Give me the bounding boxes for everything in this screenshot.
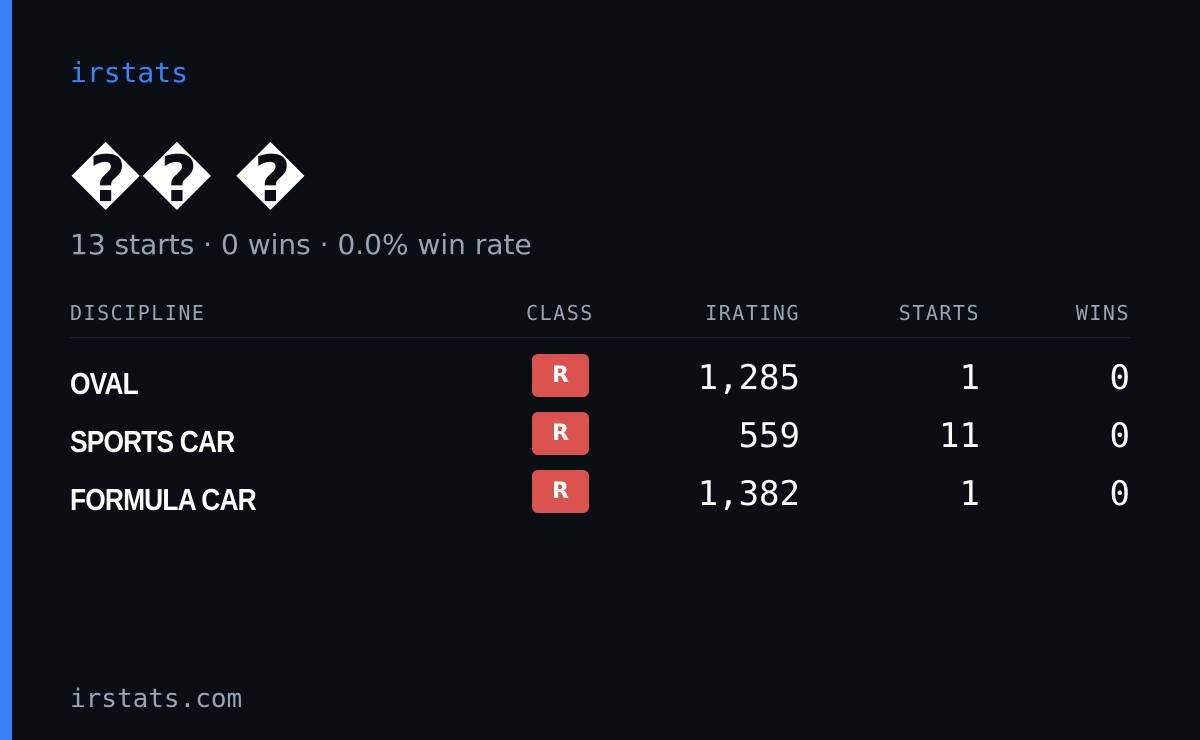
stat-value: 0 <box>1109 416 1130 456</box>
header-rule <box>70 337 1130 338</box>
discipline: OVAL <box>70 366 139 401</box>
stat-value: 559 <box>738 416 800 456</box>
footer-site: irstats.com <box>70 684 243 714</box>
driver-name: �� � <box>70 143 307 217</box>
class-badge: R <box>532 354 589 397</box>
summary: 13 starts · 0 wins · 0.0% win rate <box>70 228 532 261</box>
column-header: DISCIPLINE <box>70 301 206 325</box>
stat-value: 1,285 <box>697 358 800 398</box>
stat-value: 0 <box>1109 474 1130 514</box>
accent-bar <box>0 0 12 740</box>
brand: irstats <box>70 56 189 89</box>
stat-value: 1,382 <box>697 474 800 514</box>
column-header: CLASS <box>526 301 594 325</box>
stat-value: 11 <box>939 416 980 456</box>
discipline: SPORTS CAR <box>70 424 235 459</box>
class-badge: R <box>532 470 589 513</box>
column-header: IRATING <box>705 301 800 325</box>
stat-value: 0 <box>1109 358 1130 398</box>
discipline: FORMULA CAR <box>70 482 257 517</box>
stat-value: 1 <box>959 358 980 398</box>
class-badge: R <box>532 412 589 455</box>
column-header: WINS <box>1075 301 1130 325</box>
column-header: STARTS <box>898 301 980 325</box>
stat-value: 1 <box>959 474 980 514</box>
